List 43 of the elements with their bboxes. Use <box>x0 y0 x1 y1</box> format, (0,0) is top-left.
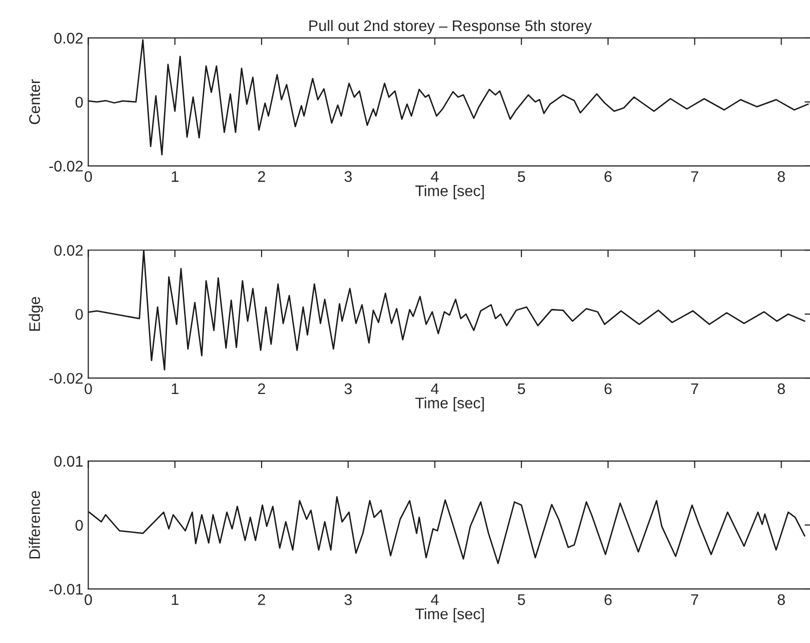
x-axis-title: Time [sec] <box>415 184 484 200</box>
x-tick-label: 1 <box>172 594 178 605</box>
x-tick-label: 3 <box>344 383 352 394</box>
x-tick-label: 8 <box>778 171 785 182</box>
x-tick-label: 5 <box>518 171 526 182</box>
x-tick-label: 2 <box>258 171 266 182</box>
x-tick-label: 6 <box>604 171 612 182</box>
chart-title: Pull out 2nd storey – Response 5th storey <box>309 20 592 34</box>
x-tick-label: 7 <box>691 384 698 394</box>
x-tick-label: 2 <box>258 594 266 605</box>
x-tick-label: 2 <box>258 383 266 394</box>
y-tick-label: -0.01 <box>49 584 83 595</box>
x-tick-label: 6 <box>604 594 612 606</box>
x-tick-label: 5 <box>518 594 526 606</box>
x-tick-label: 5 <box>518 384 526 394</box>
y-axis-title: Difference <box>28 491 40 558</box>
x-tick-label: 0 <box>84 594 92 606</box>
x-axis-title: Time [sec] <box>415 397 484 412</box>
y-tick-label: -0.02 <box>49 372 83 384</box>
x-tick-label: 6 <box>604 383 612 394</box>
y-tick-label: -0.02 <box>49 160 83 172</box>
x-tick-label: 4 <box>430 594 439 605</box>
x-tick-label: 4 <box>430 384 439 394</box>
x-tick-label: 1 <box>172 171 178 182</box>
x-tick-label: 1 <box>172 384 178 394</box>
y-axis-title: Center <box>29 79 40 124</box>
x-tick-label: 7 <box>691 171 698 182</box>
x-tick-label: 3 <box>344 594 352 606</box>
x-axis-title: Time [sec] <box>415 608 484 622</box>
y-tick-label: 0.02 <box>54 32 83 44</box>
y-tick-label: 0 <box>76 520 83 531</box>
y-tick-label: 0.01 <box>54 456 83 467</box>
x-tick-label: 0 <box>84 171 92 182</box>
x-tick-label: 8 <box>778 383 785 394</box>
y-axis-title: Edge <box>28 296 44 331</box>
x-tick-label: 0 <box>84 383 92 394</box>
x-tick-label: 4 <box>430 171 439 182</box>
y-tick-label: 0 <box>76 96 83 108</box>
y-tick-label: 0 <box>76 308 83 320</box>
y-tick-label: 0.02 <box>54 244 83 256</box>
x-tick-label: 7 <box>691 594 698 605</box>
x-tick-label: 8 <box>778 594 785 606</box>
x-tick-label: 3 <box>344 171 352 182</box>
